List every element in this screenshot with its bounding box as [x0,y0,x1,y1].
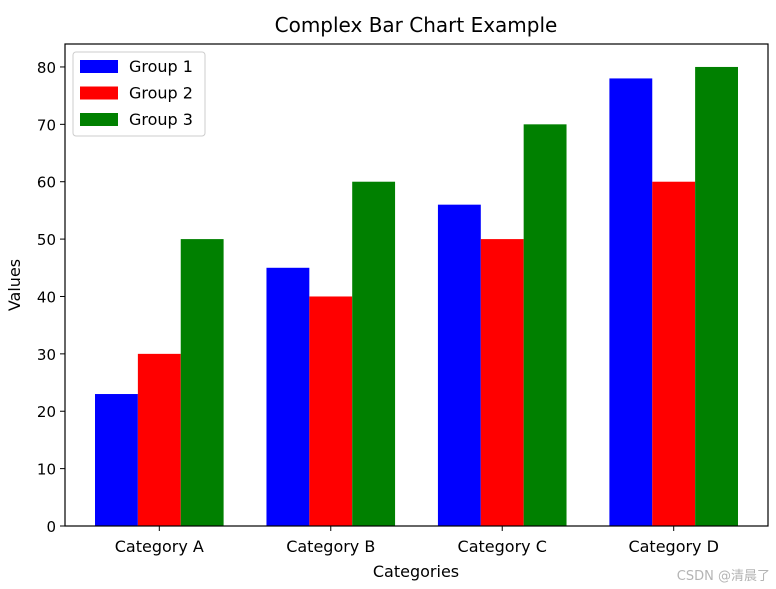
y-tick-label: 50 [37,231,56,249]
y-tick-label: 0 [46,518,56,536]
y-tick-label: 10 [37,461,56,479]
legend-swatch-2 [80,86,118,100]
bar-2-4 [652,181,696,526]
bar-3-1 [180,239,224,526]
bar-2-1 [137,353,181,526]
legend: Group 1 Group 2 Group 3 [72,51,206,137]
x-axis-label: Categories [373,562,459,581]
y-tick-label: 20 [37,403,56,421]
bar-3-3 [523,124,567,526]
bar-1-4 [609,78,653,526]
x-tick-label: Category D [628,537,719,556]
legend-label-2: Group 2 [129,84,193,103]
bars-layer [95,66,738,526]
bar-2-2 [309,296,353,526]
legend-label-3: Group 3 [129,110,193,129]
x-tick-label: Category B [286,537,375,556]
y-tick-label: 30 [37,346,56,364]
x-tick-label: Category A [115,537,204,556]
legend-swatch-1 [80,60,118,73]
bar-3-4 [695,66,738,526]
legend-label-1: Group 1 [129,57,193,76]
chart-title: Complex Bar Chart Example [275,13,558,37]
legend-swatch-3 [80,113,118,126]
bar-1-3 [437,204,481,526]
bar-1-2 [266,267,310,526]
bar-1-1 [95,394,138,526]
y-axis: 0 10 20 30 40 50 60 70 80 [37,59,65,536]
y-tick-label: 80 [37,59,56,77]
x-axis: Category A Category B Category C Category D [115,526,719,556]
y-axis-label: Values [5,259,24,311]
y-tick-label: 70 [37,116,56,134]
y-tick-label: 60 [37,174,56,192]
plot-frame [64,43,769,527]
y-tick-label: 40 [37,288,56,306]
bar-2-3 [480,239,524,526]
x-tick-label: Category C [458,537,547,556]
bar-3-2 [352,181,396,526]
watermark: CSDN @清晨了 [677,569,770,584]
